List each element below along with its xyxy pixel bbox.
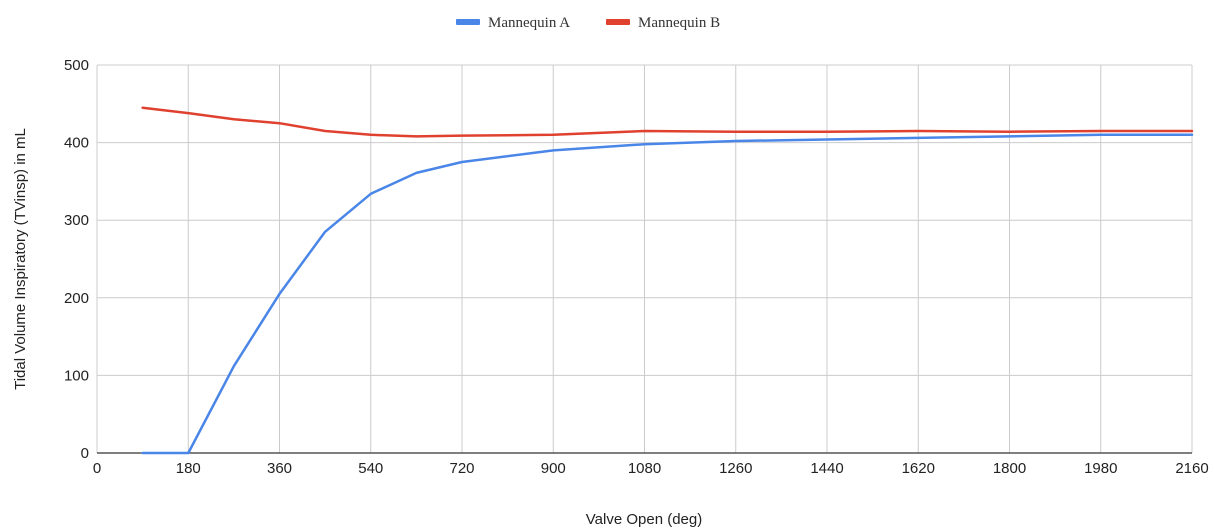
y-tick-label: 500 xyxy=(64,57,89,74)
x-tick-label: 2160 xyxy=(1175,460,1208,477)
legend: Mannequin A Mannequin B xyxy=(456,15,720,31)
y-tick-label: 300 xyxy=(64,212,89,229)
legend-swatch xyxy=(456,19,480,25)
x-tick-label: 720 xyxy=(449,460,474,477)
series-layer xyxy=(141,106,1194,455)
x-tick-label: 180 xyxy=(176,460,201,477)
series-line-mannequin-b xyxy=(141,106,1194,138)
y-axis-title: Tidal Volume Inspiratory (TVinsp) in mL xyxy=(12,128,29,390)
grid xyxy=(96,64,1193,453)
y-tick-label: 0 xyxy=(81,445,89,462)
legend-label: Mannequin B xyxy=(638,15,720,31)
y-tick-label: 200 xyxy=(64,290,89,307)
x-tick-label: 1800 xyxy=(993,460,1026,477)
legend-label: Mannequin A xyxy=(488,15,570,31)
x-tick-label: 900 xyxy=(541,460,566,477)
x-tick-label: 1260 xyxy=(719,460,752,477)
x-tick-label: 1620 xyxy=(902,460,935,477)
legend-swatch xyxy=(606,19,630,25)
x-axis-title: Valve Open (deg) xyxy=(586,511,702,528)
x-tick-label: 1440 xyxy=(810,460,843,477)
x-tick-label: 1980 xyxy=(1084,460,1117,477)
x-tick-label: 1080 xyxy=(628,460,661,477)
x-tick-label: 540 xyxy=(358,460,383,477)
y-tick-label: 400 xyxy=(64,135,89,152)
series-line-mannequin-a xyxy=(141,133,1194,455)
y-tick-label: 100 xyxy=(64,367,89,384)
x-tick-label: 360 xyxy=(267,460,292,477)
axes: 0 180 360 540 720 900 1080 1260 1440 1620 1800 1980… xyxy=(64,57,1209,477)
x-tick-label: 0 xyxy=(93,460,101,477)
